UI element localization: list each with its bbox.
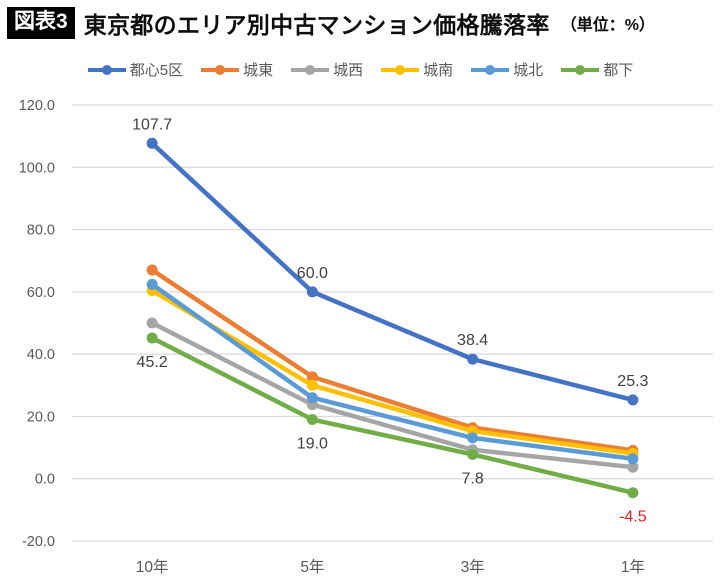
legend-line-marker-icon xyxy=(561,64,600,75)
legend-item-城南: 城南 xyxy=(380,59,453,80)
data-label-都下: 45.2 xyxy=(137,354,168,371)
data-point-城北 xyxy=(467,432,479,444)
data-point-都心5区 xyxy=(627,394,639,406)
legend-label: 城北 xyxy=(513,62,544,79)
series-line-都心5区 xyxy=(149,141,636,403)
data-point-都下 xyxy=(146,332,158,344)
data-label-都心5区: 25.3 xyxy=(617,373,648,390)
legend-line-marker-icon xyxy=(291,64,330,75)
data-point-都心5区 xyxy=(306,286,318,298)
y-axis-tick-label: -20.0 xyxy=(22,534,55,550)
legend-item-城西: 城西 xyxy=(290,59,363,80)
series-line-城東 xyxy=(149,267,636,453)
data-point-城北 xyxy=(306,392,318,404)
chart-title: 東京都のエリア別中古マンション価格騰落率 xyxy=(83,12,550,38)
legend-item-都心5区: 都心5区 xyxy=(87,59,183,80)
legend-label: 城南 xyxy=(423,62,454,79)
x-axis-tick-label: 1年 xyxy=(621,558,645,576)
data-point-城北 xyxy=(627,453,639,465)
series-line-城北 xyxy=(149,282,636,462)
data-point-都下 xyxy=(306,414,318,426)
data-point-城西 xyxy=(146,317,158,329)
y-axis-tick-label: 0.0 xyxy=(35,472,55,488)
legend-label: 都心5区 xyxy=(129,62,184,79)
data-point-城北 xyxy=(146,278,158,290)
legend-line-marker-icon xyxy=(201,64,240,75)
data-point-都下 xyxy=(467,448,479,460)
x-axis-tick-label: 3年 xyxy=(461,558,485,576)
legend-label: 城東 xyxy=(243,62,274,79)
chart-unit-label: （単位：%） xyxy=(560,17,655,34)
legend-line-marker-icon xyxy=(381,64,420,75)
y-axis-tick-label: 100.0 xyxy=(19,160,55,176)
y-axis-tick-label: 40.0 xyxy=(27,347,55,363)
series-line-城南 xyxy=(149,288,636,456)
y-axis-tick-label: 60.0 xyxy=(27,285,55,301)
legend-label: 都下 xyxy=(603,62,634,79)
figure-number-badge: 図表3 xyxy=(7,7,75,39)
data-label-都下: 19.0 xyxy=(297,436,328,453)
x-axis-tick-label: 10年 xyxy=(136,558,169,576)
data-point-城西 xyxy=(627,461,639,473)
data-label-都心5区: 38.4 xyxy=(457,332,488,349)
y-axis-tick-label: 80.0 xyxy=(27,223,55,239)
data-point-都心5区 xyxy=(146,137,158,149)
legend: 都心5区 城東 城西 城南 城北 都下 xyxy=(0,59,720,80)
data-label-都心5区: 60.0 xyxy=(297,265,328,282)
data-point-城南 xyxy=(306,379,318,391)
legend-label: 城西 xyxy=(333,62,364,79)
data-point-都下 xyxy=(627,487,639,499)
y-axis-tick-label: 20.0 xyxy=(27,409,55,425)
data-label-都下: -4.5 xyxy=(619,509,647,526)
legend-line-marker-icon xyxy=(87,64,126,75)
legend-item-都下: 都下 xyxy=(560,59,633,80)
x-axis-tick-label: 5年 xyxy=(300,558,324,576)
series-line-城西 xyxy=(149,320,636,470)
data-label-都下: 7.8 xyxy=(462,470,484,487)
data-point-城東 xyxy=(306,371,318,383)
series-line-都下 xyxy=(149,335,636,495)
legend-item-城東: 城東 xyxy=(200,59,273,80)
chart-header: 図表3 東京都のエリア別中古マンション価格騰落率 （単位：%） xyxy=(7,6,716,40)
data-label-都心5区: 107.7 xyxy=(132,116,172,133)
legend-item-城北: 城北 xyxy=(470,59,543,80)
data-point-城東 xyxy=(146,264,158,276)
legend-line-marker-icon xyxy=(471,64,510,75)
y-axis-tick-label: 120.0 xyxy=(19,98,55,114)
data-point-都心5区 xyxy=(467,353,479,365)
